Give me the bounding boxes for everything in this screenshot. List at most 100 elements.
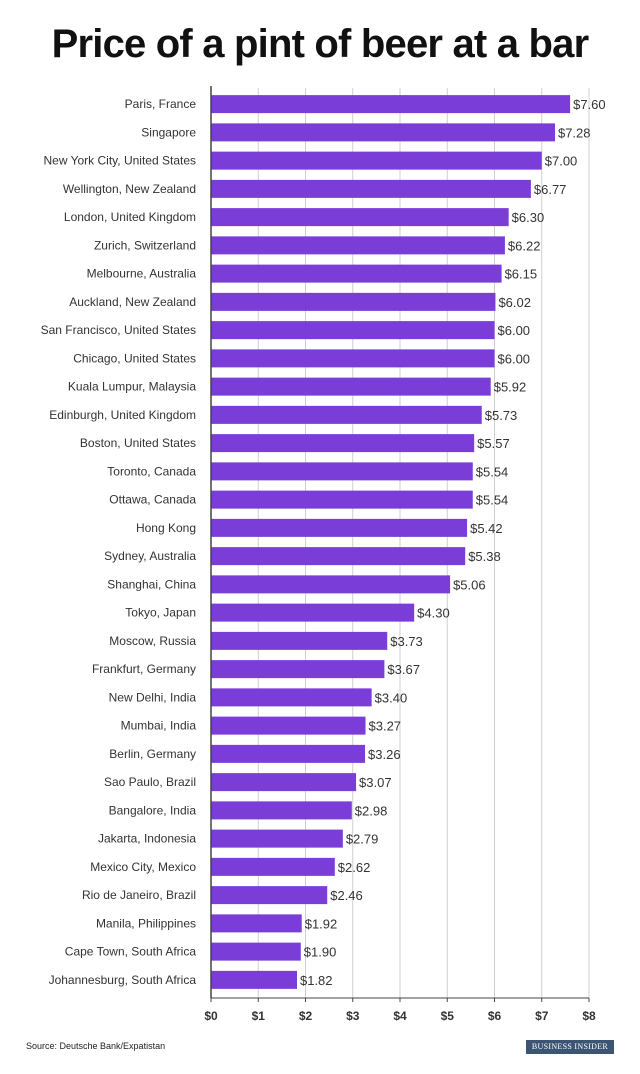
bar: [211, 688, 372, 707]
value-label: $5.06: [453, 577, 486, 592]
x-tick-label: $8: [582, 1009, 596, 1023]
x-tick-label: $3: [346, 1009, 360, 1023]
value-label: $6.00: [498, 351, 531, 366]
bar: [211, 518, 468, 537]
category-label: Zurich, Switzerland: [94, 238, 196, 252]
x-tick-label: $7: [535, 1009, 549, 1023]
value-label: $6.02: [498, 295, 531, 310]
bar: [211, 123, 555, 142]
bar: [211, 716, 366, 735]
bar: [211, 462, 473, 481]
category-label: Sao Paulo, Brazil: [104, 775, 196, 789]
bar: [211, 575, 451, 594]
value-label: $5.54: [476, 493, 509, 508]
bar: [211, 886, 328, 905]
category-label: Manila, Philippines: [96, 916, 196, 930]
value-label: $5.73: [485, 408, 518, 423]
bar: [211, 773, 357, 792]
category-label: Kuala Lumpur, Malaysia: [68, 380, 196, 394]
x-tick-label: $1: [252, 1009, 266, 1023]
bar: [211, 970, 297, 989]
bar: [211, 660, 385, 679]
category-label: Moscow, Russia: [109, 634, 196, 648]
category-label: Mexico City, Mexico: [90, 860, 196, 874]
bar: [211, 631, 388, 650]
bar: [211, 292, 496, 311]
category-label: Edinburgh, United Kingdom: [49, 408, 196, 422]
brand-logo: BUSINESS INSIDER: [526, 1040, 614, 1054]
category-label: Toronto, Canada: [107, 464, 196, 478]
bar: [211, 208, 509, 227]
chart-title: Price of a pint of beer at a bar: [51, 22, 590, 66]
value-label: $5.57: [477, 436, 510, 451]
category-label: Melbourne, Australia: [87, 267, 197, 281]
category-label: Johannesburg, South Africa: [49, 973, 197, 987]
value-label: $3.40: [375, 690, 408, 705]
x-tick-label: $4: [393, 1009, 407, 1023]
category-label: Bangalore, India: [109, 803, 197, 817]
category-label: San Francisco, United States: [41, 323, 196, 337]
category-label: London, United Kingdom: [64, 210, 196, 224]
category-label: Ottawa, Canada: [109, 493, 196, 507]
value-label: $7.28: [558, 125, 591, 140]
value-label: $2.98: [355, 803, 388, 818]
bar: [211, 547, 466, 566]
bar: [211, 942, 301, 961]
category-label: Auckland, New Zealand: [69, 295, 196, 309]
bar: [211, 434, 475, 453]
bar: [211, 490, 473, 509]
value-label: $1.90: [304, 945, 337, 960]
value-label: $3.07: [359, 775, 392, 790]
value-label: $3.27: [369, 719, 402, 734]
category-label: Hong Kong: [136, 521, 196, 535]
value-label: $7.00: [545, 154, 578, 169]
value-label: $3.67: [387, 662, 420, 677]
value-label: $2.62: [338, 860, 371, 875]
value-label: $5.42: [470, 521, 503, 536]
value-label: $6.22: [508, 238, 541, 253]
source-note: Source: Deutsche Bank/Expatistan: [26, 1041, 166, 1051]
x-tick-label: $0: [204, 1009, 218, 1023]
value-label: $4.30: [417, 606, 450, 621]
x-tick-label: $6: [488, 1009, 502, 1023]
category-label: Rio de Janeiro, Brazil: [82, 888, 196, 902]
bar: [211, 857, 335, 876]
bar: [211, 405, 482, 424]
value-label: $1.82: [300, 973, 333, 988]
category-label: Frankfurt, Germany: [92, 662, 196, 676]
bar: [211, 914, 302, 933]
category-label: Paris, France: [125, 97, 197, 111]
category-label: Chicago, United States: [73, 351, 196, 365]
category-label: Tokyo, Japan: [125, 606, 196, 620]
bar: [211, 603, 415, 622]
value-label: $2.79: [346, 832, 379, 847]
value-label: $5.38: [468, 549, 501, 564]
x-tick-label: $2: [299, 1009, 313, 1023]
category-label: Singapore: [141, 125, 196, 139]
value-label: $5.92: [494, 380, 527, 395]
bar: [211, 95, 571, 114]
category-label: Shanghai, China: [107, 577, 196, 591]
x-tick-label: $5: [441, 1009, 455, 1023]
value-label: $1.92: [305, 916, 338, 931]
category-label: Berlin, Germany: [109, 747, 196, 761]
value-label: $6.00: [498, 323, 531, 338]
category-label: Mumbai, India: [121, 719, 197, 733]
value-label: $6.30: [512, 210, 545, 225]
category-label: Wellington, New Zealand: [63, 182, 196, 196]
value-label: $7.60: [573, 97, 606, 112]
bar: [211, 151, 542, 170]
value-label: $3.73: [390, 634, 423, 649]
bar: [211, 349, 495, 368]
category-label: New York City, United States: [43, 154, 196, 168]
category-label: Sydney, Australia: [104, 549, 196, 563]
bar: [211, 179, 531, 198]
bar: [211, 377, 491, 396]
bar: [211, 321, 495, 340]
value-label: $6.15: [505, 267, 538, 282]
category-label: Jakarta, Indonesia: [98, 832, 196, 846]
bar: [211, 801, 352, 820]
value-label: $6.77: [534, 182, 567, 197]
bar: [211, 264, 502, 283]
